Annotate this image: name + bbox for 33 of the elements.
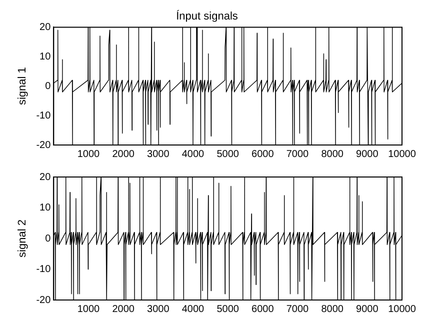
y-tick-label: -20 bbox=[36, 294, 52, 306]
y-tick-label: -10 bbox=[36, 264, 52, 275]
x-tick-label: 5000 bbox=[216, 304, 240, 315]
y-tick-label: 0 bbox=[45, 80, 52, 92]
y-axis-title: signal 1 bbox=[16, 67, 29, 106]
x-tick-label: 7000 bbox=[286, 148, 310, 160]
y-tick-label: 20 bbox=[40, 172, 52, 183]
y-tick-label: -20 bbox=[36, 140, 52, 151]
y-tick-label: -10 bbox=[36, 110, 52, 122]
x-tick-label: 2000 bbox=[112, 304, 135, 315]
x-tick-label: 4000 bbox=[182, 304, 205, 315]
x-tick-label: 1000 bbox=[77, 148, 100, 160]
x-tick-label: 9000 bbox=[356, 304, 379, 315]
x-tick-label: 10000 bbox=[388, 148, 416, 160]
y-tick-label: 0 bbox=[45, 233, 52, 244]
x-tick-label: 8000 bbox=[321, 148, 344, 160]
y-tick-label: 10 bbox=[40, 51, 52, 62]
x-tick-label: 7000 bbox=[286, 304, 310, 315]
x-tick-label: 6000 bbox=[252, 148, 274, 160]
x-tick-label: 1000 bbox=[77, 304, 100, 315]
chart-title: Ínput signals bbox=[176, 10, 238, 23]
x-tick-label: 3000 bbox=[147, 148, 170, 160]
x-tick-label: 2000 bbox=[112, 148, 135, 160]
x-tick-label: 8000 bbox=[321, 304, 344, 315]
y-tick-label: 10 bbox=[40, 202, 52, 214]
x-tick-label: 9000 bbox=[356, 148, 379, 160]
x-tick-label: 3000 bbox=[147, 304, 170, 315]
x-tick-label: 10000 bbox=[388, 304, 416, 315]
x-tick-label: 6000 bbox=[252, 304, 274, 315]
x-tick-label: 4000 bbox=[182, 148, 205, 160]
x-tick-label: 5000 bbox=[216, 148, 240, 160]
y-tick-label: 20 bbox=[40, 22, 52, 33]
y-axis-title: signal 2 bbox=[16, 220, 29, 258]
